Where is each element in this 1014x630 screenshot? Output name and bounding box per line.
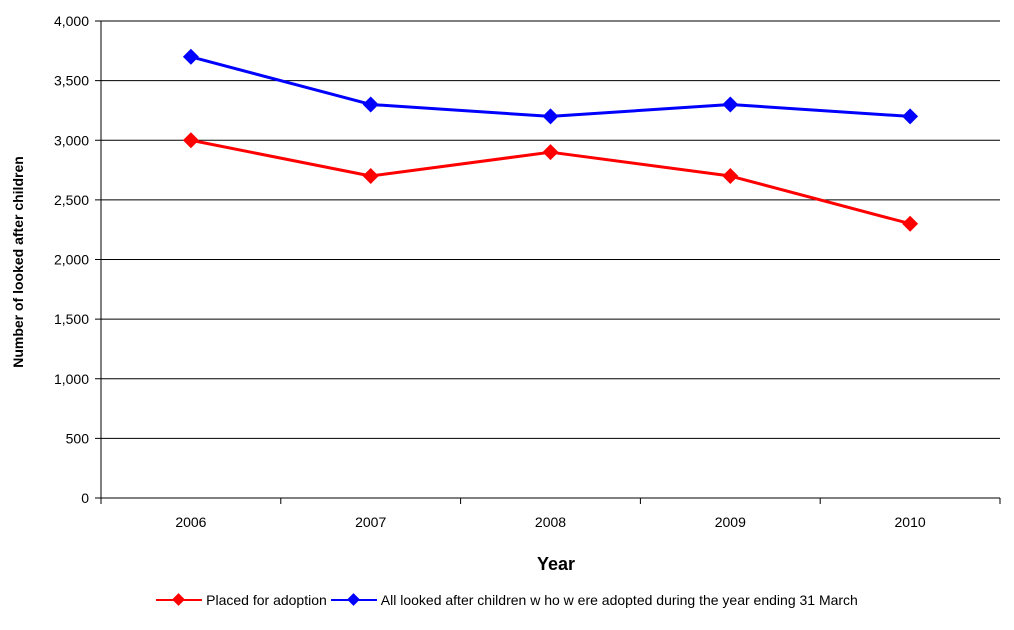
legend-item: All looked after children w ho w ere ado… [330, 592, 858, 608]
x-tick-label: 2007 [355, 514, 386, 530]
data-point-marker [542, 108, 559, 125]
legend-label: All looked after children w ho w ere ado… [380, 592, 858, 608]
data-point-marker [902, 108, 919, 125]
data-point-marker [722, 96, 739, 113]
data-point-marker [902, 215, 919, 232]
x-tick-label: 2006 [175, 514, 206, 530]
legend: Placed for adoption All looked after chil… [0, 592, 1014, 610]
y-tick-label: 4,000 [54, 13, 89, 29]
data-point-marker [542, 144, 559, 161]
axes [95, 20, 1001, 504]
data-point-marker [362, 168, 379, 185]
x-axis-title: Year [537, 554, 575, 574]
y-tick-label: 2,500 [54, 192, 89, 208]
y-axis-title: Number of looked after children [10, 156, 26, 368]
legend-item: Placed for adoption [156, 592, 327, 608]
data-point-marker [182, 132, 199, 149]
data-point-marker [362, 96, 379, 113]
series-line [190, 55, 911, 118]
data-point-marker [182, 48, 199, 65]
series-lines [182, 48, 919, 232]
legend-swatch [330, 593, 377, 607]
x-tick-label: 2008 [535, 514, 566, 530]
y-tick-label: 1,500 [54, 311, 89, 327]
x-tick-label: 2009 [715, 514, 746, 530]
line-chart: 05001,0001,5002,0002,5003,0003,5004,000 … [10, 13, 1001, 574]
legend-swatch [156, 593, 203, 607]
y-tick-label: 1,000 [54, 371, 89, 387]
x-tick-labels: 2006 2007 2008 2009 2010 [175, 514, 926, 530]
data-point-marker [722, 168, 739, 185]
y-tick-label: 2,000 [54, 252, 89, 268]
gridlines [101, 20, 1000, 439]
y-tick-label: 3,500 [54, 73, 89, 89]
y-tick-labels: 0 500 1,000 1,500 2,000 2,500 3,000 3,500 4,000 [54, 13, 89, 506]
y-tick-label: 0 [81, 490, 89, 506]
legend-label: Placed for adoption [206, 592, 327, 608]
y-tick-label: 500 [66, 430, 90, 446]
y-tick-label: 3,000 [54, 132, 89, 148]
x-tick-label: 2010 [895, 514, 926, 530]
